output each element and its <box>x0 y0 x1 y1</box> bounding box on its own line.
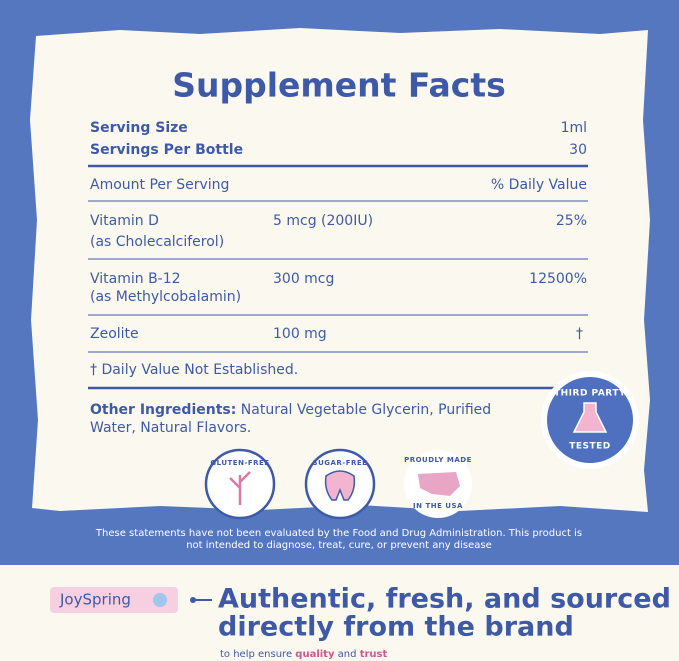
brand-icon <box>153 593 167 607</box>
nutrient-dv: 25% <box>556 213 587 229</box>
label-panel <box>30 28 650 512</box>
serving-value: 30 <box>569 142 587 158</box>
serving-label: Servings Per Bottle <box>90 142 243 158</box>
badge-usa: PROUDLY MADE IN THE USA <box>404 450 472 518</box>
nutrient-name: Vitamin D <box>90 213 159 229</box>
badge-text: TESTED <box>569 442 611 452</box>
headline: directly from the brand <box>218 612 574 643</box>
nutrient-amount: 100 mg <box>273 326 327 342</box>
nutrient-name: Vitamin B-12 <box>90 271 181 287</box>
headline: Authentic, fresh, and sourced <box>218 584 671 615</box>
nutrient-dv: † <box>576 326 583 342</box>
nutrient-source: (as Cholecalciferol) <box>90 234 224 250</box>
nutrient-source: (as Methylcobalamin) <box>90 289 241 305</box>
tagline-emphasis: trust <box>360 649 388 660</box>
dv-header: % Daily Value <box>491 177 587 193</box>
badge-tested: THIRD PARTY TESTED <box>541 371 639 469</box>
serving-value: 1ml <box>561 120 587 136</box>
tagline-emphasis: quality <box>295 649 335 660</box>
title: Supplement Facts <box>172 66 506 105</box>
badge-text: SUGAR-FREE <box>313 459 368 467</box>
badge-text: GLUTEN-FREE <box>210 459 269 467</box>
other-text: Water, Natural Flavors. <box>90 420 251 436</box>
badge-text: IN THE USA <box>413 502 463 510</box>
tagline: to help ensure quality and trust <box>220 649 387 660</box>
serving-label: Serving Size <box>90 120 188 136</box>
badge-text: THIRD PARTY <box>554 389 626 399</box>
nutrient-dv: 12500% <box>529 271 587 287</box>
tagline-text: and <box>338 649 357 660</box>
brand: JoySpring <box>59 591 131 609</box>
amount-header: Amount Per Serving <box>90 177 229 193</box>
nutrient-name: Zeolite <box>90 326 139 342</box>
disclaimer: not intended to diagnose, treat, cure, o… <box>186 540 492 551</box>
footnote: † Daily Value Not Established. <box>90 362 298 378</box>
nutrient-amount: 5 mcg (200IU) <box>273 213 373 229</box>
other-ingredients: Other Ingredients: Natural Vegetable Gly… <box>90 402 491 418</box>
nutrient-amount: 300 mcg <box>273 271 334 287</box>
tagline-text: to help ensure <box>220 649 292 660</box>
badge-text: PROUDLY MADE <box>404 456 472 464</box>
brand-pill <box>50 587 178 613</box>
disclaimer: These statements have not been evaluated… <box>95 528 582 539</box>
badge-gluten: GLUTEN-FREE <box>204 448 276 520</box>
other-text: Natural Vegetable Glycerin, Purified <box>241 402 491 418</box>
badge-sugar: SUGAR-FREE <box>304 448 376 520</box>
other-label: Other Ingredients: <box>90 402 236 418</box>
